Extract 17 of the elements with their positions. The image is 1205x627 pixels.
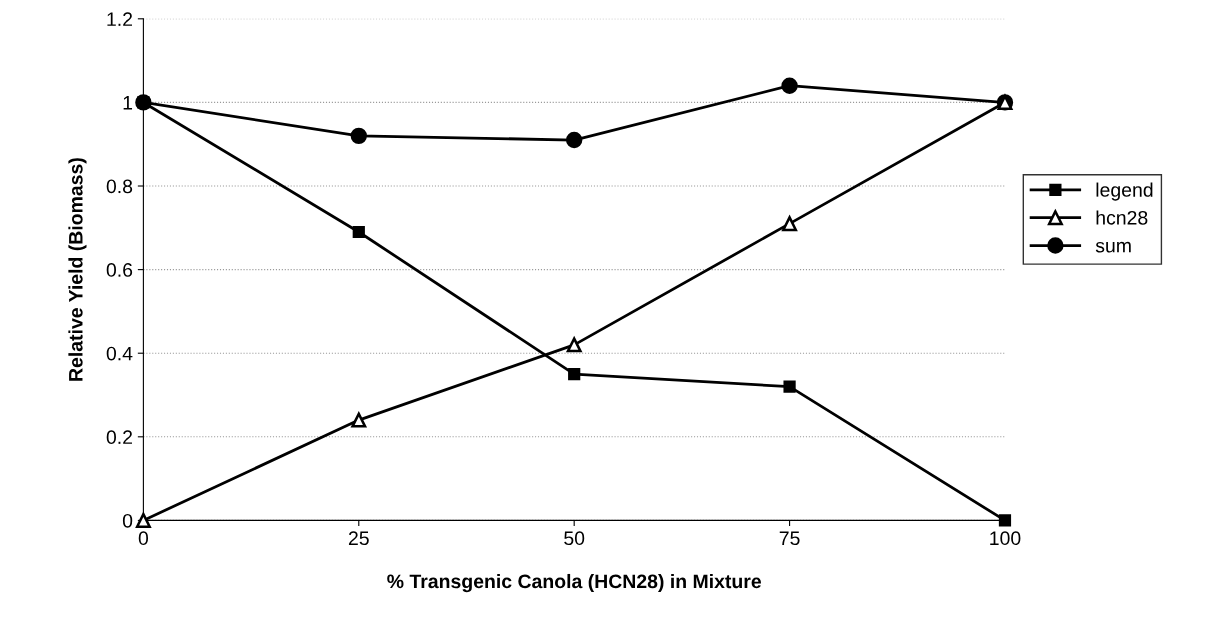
x-tick-label: 75 [779,531,800,546]
y-tick-label: 0.2 [106,430,132,445]
y-tick-label: 0.6 [106,263,133,277]
x-tick-label: 0 [138,531,149,546]
y-axis-title: Relative Yield (Biomass) [68,158,87,381]
y-tick-label: 0.8 [106,179,133,194]
y-tick-label: 0 [122,513,133,528]
legend-label: legend [1096,182,1153,201]
x-axis-title: % Transgenic Canola (HCN28) in Mixture [387,573,761,593]
x-tick-label: 25 [348,531,369,546]
legend-label: hcn28 [1096,210,1148,225]
y-tick-label: 1 [123,96,133,110]
y-tick-label: 1.2 [107,12,132,26]
y-tick-label: 0.4 [106,346,133,361]
x-tick-label: 100 [990,531,1021,546]
x-tick-label: 50 [564,531,585,546]
legend-label: sum [1095,241,1131,253]
